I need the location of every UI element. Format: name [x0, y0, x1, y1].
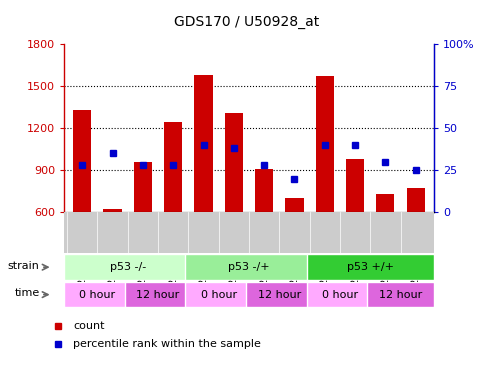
Bar: [407, 188, 425, 212]
Bar: [346, 159, 364, 212]
Bar: [64, 254, 191, 280]
Text: p53 -/-: p53 -/-: [109, 262, 146, 272]
Bar: [194, 75, 212, 212]
Bar: [246, 282, 313, 307]
Bar: [104, 209, 122, 212]
Text: 0 hour: 0 hour: [79, 290, 115, 300]
Text: p53 +/+: p53 +/+: [347, 262, 394, 272]
Text: GDS170 / U50928_at: GDS170 / U50928_at: [174, 15, 319, 29]
Text: percentile rank within the sample: percentile rank within the sample: [73, 339, 261, 349]
Bar: [125, 282, 191, 307]
Text: 0 hour: 0 hour: [322, 290, 358, 300]
Text: 0 hour: 0 hour: [201, 290, 237, 300]
Bar: [164, 123, 182, 212]
Text: 12 hour: 12 hour: [137, 290, 179, 300]
Bar: [73, 110, 91, 212]
Bar: [185, 282, 252, 307]
Bar: [307, 254, 434, 280]
Bar: [367, 282, 434, 307]
Text: 12 hour: 12 hour: [379, 290, 422, 300]
Bar: [64, 282, 131, 307]
Text: p53 -/+: p53 -/+: [228, 262, 270, 272]
Bar: [285, 198, 304, 212]
Text: time: time: [14, 288, 40, 298]
Text: strain: strain: [8, 261, 40, 271]
Bar: [307, 282, 373, 307]
Bar: [134, 162, 152, 212]
Bar: [185, 254, 313, 280]
Text: 12 hour: 12 hour: [258, 290, 301, 300]
Bar: [376, 194, 394, 212]
Bar: [255, 169, 273, 212]
Bar: [225, 113, 243, 212]
Bar: [316, 76, 334, 212]
Text: count: count: [73, 321, 105, 330]
